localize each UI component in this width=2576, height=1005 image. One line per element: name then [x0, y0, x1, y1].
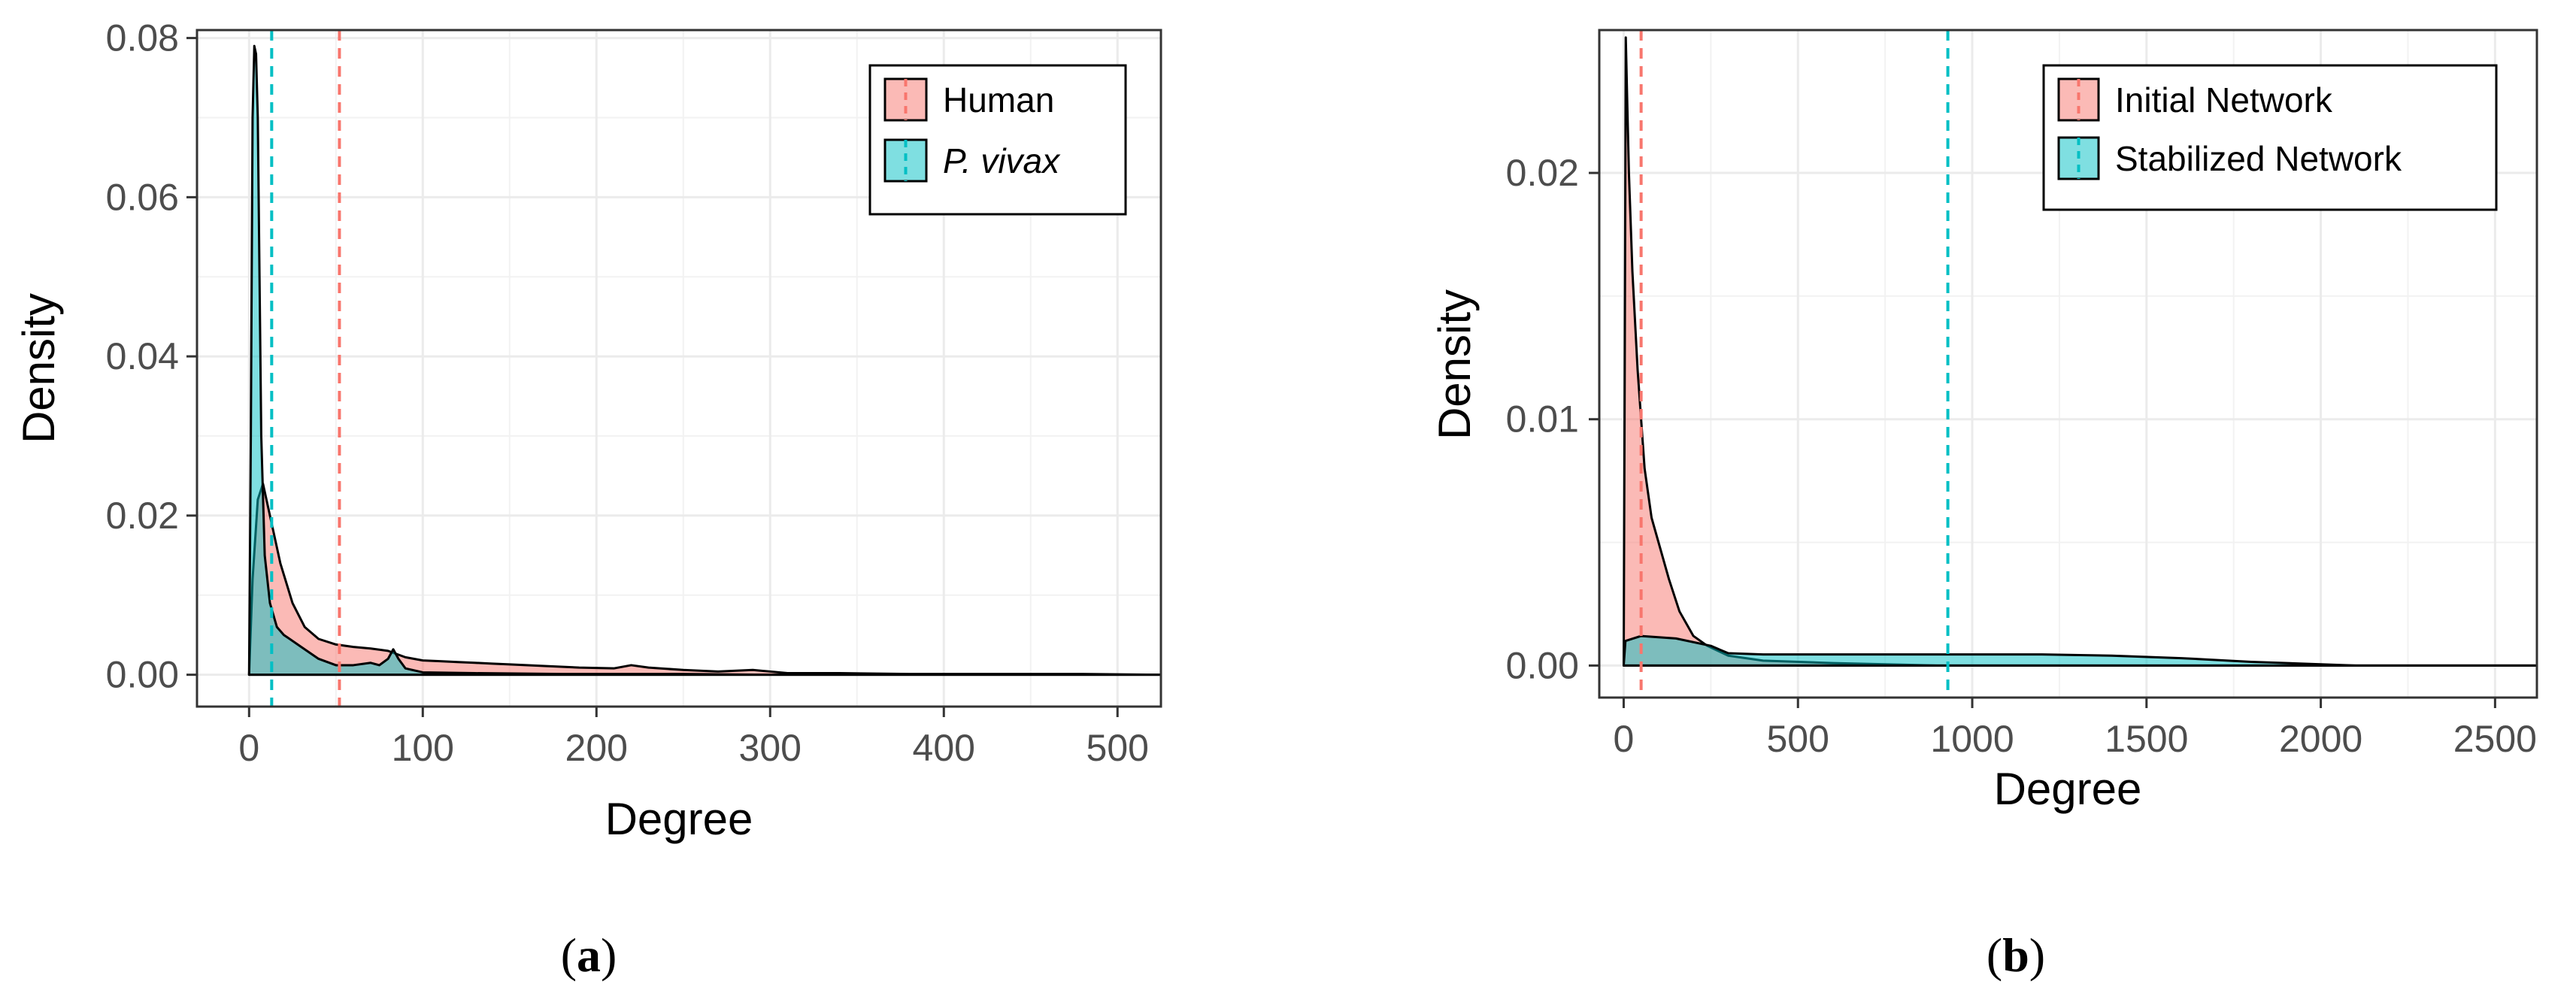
x-tick-label: 200 — [565, 727, 628, 769]
x-axis-title: Degree — [1994, 764, 2142, 814]
panel-a: 0 100 200 300 400 500 0.00 0.02 0.04 0.06 0.08 Degr… — [14, 17, 1162, 982]
caption-letter: b — [2002, 928, 2029, 982]
x-axis-title: Degree — [605, 794, 753, 844]
x-tick-label: 1000 — [1930, 718, 2014, 760]
caption-open-paren: ( — [561, 928, 577, 982]
y-tick-label: 0.02 — [106, 495, 179, 537]
x-tick-label: 400 — [913, 727, 975, 769]
panel-b: 0 500 1000 1500 2000 2500 0.00 0.01 0.02 Degree De… — [1429, 29, 2538, 982]
x-tick-label: 300 — [739, 727, 802, 769]
x-tick-label: 500 — [1767, 718, 1829, 760]
x-tick-label: 100 — [392, 727, 454, 769]
legend: Human P. vivax — [868, 64, 1127, 216]
panel-caption: (b) — [1987, 928, 2045, 982]
y-tick-label: 0.00 — [106, 654, 179, 696]
legend-label-initial-network: Initial Network — [2115, 80, 2333, 120]
density-area-human — [247, 483, 1162, 677]
legend-label-stabilized-network: Stabilized Network — [2115, 139, 2402, 178]
caption-open-paren: ( — [1987, 928, 2002, 982]
x-tick-label: 500 — [1086, 727, 1149, 769]
legend-box — [2042, 64, 2498, 211]
y-tick-label: 0.08 — [106, 17, 179, 59]
panel-caption: (a) — [561, 928, 617, 982]
density-area-stabilized-network — [1622, 634, 2538, 667]
legend: Initial Network Stabilized Network — [2042, 64, 2498, 211]
caption-close-paren: ) — [2029, 928, 2045, 982]
x-tick-label: 2000 — [2279, 718, 2362, 760]
panel-border — [195, 29, 1162, 708]
x-tick-label: 0 — [238, 727, 259, 769]
panel-border — [1598, 29, 2538, 699]
legend-label-p-vivax: P. vivax — [943, 141, 1061, 180]
y-axis-title: Density — [1429, 289, 1480, 440]
x-tick-label: 1500 — [2105, 718, 2188, 760]
y-tick-label: 0.01 — [1506, 398, 1579, 440]
x-tick-label: 2500 — [2453, 718, 2537, 760]
caption-letter: a — [577, 928, 601, 982]
y-tick-label: 0.00 — [1506, 644, 1579, 686]
x-tick-label: 0 — [1614, 718, 1635, 760]
y-tick-label: 0.02 — [1506, 152, 1579, 194]
y-tick-label: 0.04 — [106, 335, 179, 377]
legend-label-human: Human — [943, 80, 1054, 120]
caption-close-paren: ) — [601, 928, 617, 982]
y-tick-label: 0.06 — [106, 176, 179, 218]
density-area-p-vivax — [247, 44, 1162, 677]
y-axis-title: Density — [14, 293, 64, 443]
